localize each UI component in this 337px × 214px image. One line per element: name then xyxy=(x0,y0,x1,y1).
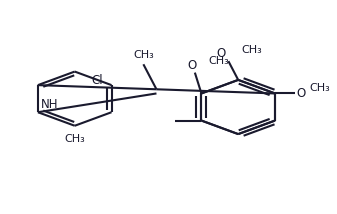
Text: O: O xyxy=(216,47,225,60)
Text: NH: NH xyxy=(40,98,58,111)
Text: Cl: Cl xyxy=(92,74,103,88)
Text: CH₃: CH₃ xyxy=(242,45,262,55)
Text: CH₃: CH₃ xyxy=(309,83,330,93)
Text: CH₃: CH₃ xyxy=(133,50,154,60)
Text: O: O xyxy=(187,59,196,71)
Text: CH₃: CH₃ xyxy=(208,56,229,66)
Text: O: O xyxy=(296,87,306,100)
Text: CH₃: CH₃ xyxy=(64,134,85,144)
